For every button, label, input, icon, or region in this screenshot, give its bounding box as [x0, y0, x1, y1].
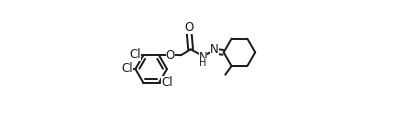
Text: Cl: Cl	[122, 63, 133, 75]
Text: Cl: Cl	[130, 48, 141, 61]
Text: N: N	[199, 51, 208, 64]
Text: O: O	[166, 49, 175, 62]
Text: H: H	[199, 58, 207, 68]
Text: O: O	[184, 21, 194, 34]
Text: N: N	[210, 43, 219, 56]
Text: Cl: Cl	[161, 76, 173, 89]
